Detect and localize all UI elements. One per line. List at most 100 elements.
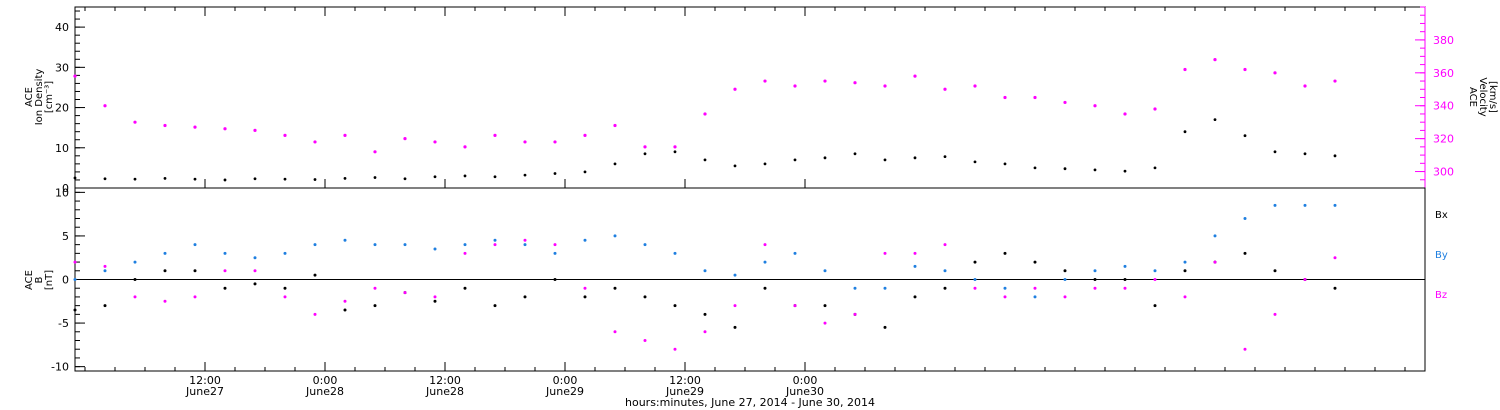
by-point: [763, 260, 767, 264]
bz-point: [133, 295, 137, 299]
by-point: [1153, 269, 1157, 273]
velocity-axis-title-1: ACE: [1467, 87, 1478, 107]
density-point: [943, 155, 947, 159]
bz-point: [193, 295, 197, 299]
bx-point: [883, 325, 887, 329]
by-point: [253, 256, 257, 260]
velocity-point: [1183, 67, 1187, 72]
by-point: [343, 238, 347, 242]
density-point: [823, 156, 827, 160]
velocity-point: [823, 79, 827, 83]
density-point: [313, 178, 317, 181]
velocity-point: [403, 137, 407, 141]
bx-point: [1063, 269, 1067, 273]
bz-point: [763, 243, 767, 247]
bz-point: [103, 264, 107, 268]
bz-point: [703, 330, 707, 334]
density-point: [103, 177, 107, 181]
density-tick-label: 30: [55, 61, 69, 74]
by-point: [1213, 234, 1217, 238]
by-point: [133, 260, 137, 264]
bx-point: [133, 278, 137, 281]
by-point: [283, 251, 287, 255]
velocity-point: [253, 128, 257, 133]
bz-point: [1303, 278, 1307, 281]
bz-point: [373, 286, 377, 290]
bz-point: [343, 299, 347, 303]
bx-point: [103, 304, 107, 308]
time-axis-title: hours:minutes, June 27, 2014 - June 30, …: [625, 396, 875, 409]
density-point: [283, 177, 287, 181]
date-tick-label: June29: [545, 385, 584, 398]
bz-point: [913, 251, 917, 255]
bx-point: [1243, 251, 1247, 255]
density-point: [973, 160, 977, 164]
velocity-point: [433, 140, 437, 144]
density-point: [343, 176, 347, 180]
bx-point: [913, 295, 917, 299]
density-axis-title-2: Ion Density: [34, 69, 45, 126]
by-point: [313, 243, 317, 247]
bx-point: [703, 312, 707, 316]
density-point: [73, 176, 77, 180]
velocity-point: [643, 145, 647, 149]
velocity-point: [733, 87, 737, 91]
bx-point: [1003, 251, 1007, 255]
bz-point: [1183, 295, 1187, 299]
bz-point: [283, 295, 287, 299]
bz-point: [1213, 260, 1217, 264]
density-point: [1093, 168, 1097, 172]
bx-point: [1093, 278, 1097, 281]
by-point: [553, 251, 557, 255]
bz-point: [1333, 256, 1337, 260]
density-point: [403, 177, 407, 181]
bz-point: [1093, 286, 1097, 290]
density-point: [1243, 134, 1247, 138]
density-point: [1153, 166, 1157, 170]
field-axis-ticks: -10 -5 0 5 10: [51, 186, 85, 374]
bz-point: [613, 330, 617, 334]
bx-point: [1333, 286, 1337, 290]
by-point: [823, 269, 827, 273]
bz-point: [163, 299, 167, 303]
bx-point: [343, 308, 347, 312]
density-point: [463, 174, 467, 178]
velocity-point: [1003, 95, 1007, 100]
velocity-point: [1153, 107, 1157, 111]
bx-point: [163, 269, 167, 273]
by-point: [493, 238, 497, 242]
velocity-point: [1063, 100, 1067, 105]
bx-point: [1183, 269, 1187, 273]
bx-point: [1273, 269, 1277, 273]
bz-point: [853, 312, 857, 316]
bx-point: [1123, 278, 1127, 281]
density-point: [1183, 130, 1187, 134]
velocity-point: [973, 84, 977, 88]
by-point: [1243, 217, 1247, 220]
by-point: [523, 243, 527, 247]
bz-point: [313, 312, 317, 316]
density-point: [163, 176, 167, 180]
time-tick-label: 0:00: [553, 374, 578, 387]
bx-point: [613, 286, 617, 290]
density-point: [913, 156, 917, 160]
velocity-point: [1093, 104, 1097, 108]
time-axis: 12:00June270:00June2812:00June280:00June…: [84, 7, 1406, 398]
density-point: [193, 177, 197, 181]
by-point: [673, 251, 677, 255]
density-point: [133, 177, 137, 181]
time-tick-label: 12:00: [669, 374, 701, 387]
density-point: [1003, 162, 1007, 166]
time-tick-label: 0:00: [313, 374, 338, 387]
field-tick-label: -10: [51, 361, 69, 374]
field-axis-title-3: [nT]: [44, 270, 55, 290]
bz-point: [433, 295, 437, 299]
density-point: [523, 173, 527, 177]
date-tick-label: June27: [185, 385, 224, 398]
bz-point: [583, 286, 587, 290]
field-legend: Bx By Bz: [1435, 210, 1448, 301]
bz-point: [493, 243, 497, 247]
bz-point: [523, 238, 527, 242]
bx-point: [973, 260, 977, 264]
by-point: [913, 264, 917, 268]
